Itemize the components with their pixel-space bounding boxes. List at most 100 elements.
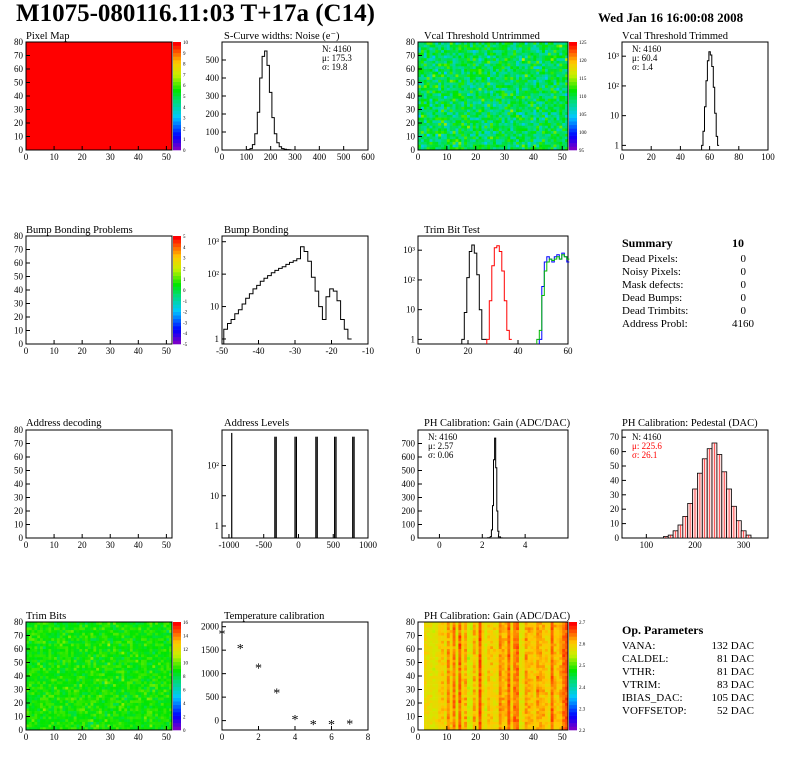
heatmap-cell	[99, 640, 103, 644]
heatmap-cell	[160, 692, 164, 696]
palette-tick-label: 3	[183, 257, 186, 262]
heatmap-cell	[464, 114, 468, 118]
heatmap-cell	[87, 724, 91, 728]
heatmap-cell	[423, 719, 427, 723]
x-tick-label: 0	[24, 540, 29, 550]
heatmap-cell	[149, 632, 153, 636]
heatmap-cell	[550, 112, 554, 116]
heatmap-cell	[426, 79, 430, 83]
heatmap-cell	[550, 106, 554, 110]
heatmap-cell	[562, 109, 566, 113]
heatmap-cell	[87, 703, 91, 706]
heatmap-cell	[135, 689, 139, 693]
heatmap-cell	[455, 98, 459, 102]
heatmap-cell	[420, 112, 425, 116]
heatmap-cell	[76, 676, 80, 679]
heatmap-cell	[521, 128, 526, 132]
heatmap-cell	[547, 71, 551, 75]
heatmap-cell	[458, 112, 462, 116]
heatmap-cell	[441, 131, 445, 135]
heatmap-cell	[143, 711, 148, 715]
heatmap-cell	[34, 649, 38, 652]
heatmap-cell	[461, 85, 465, 89]
heatmap-cell	[441, 141, 445, 145]
heatmap-cell	[461, 139, 465, 143]
heatmap-cell	[40, 711, 44, 715]
heatmap-cell	[138, 692, 142, 696]
heatmap-cell	[157, 662, 162, 666]
heatmap-cell	[426, 85, 430, 89]
heatmap-cell	[152, 697, 156, 701]
heatmap-cell	[544, 90, 549, 94]
heatmap-cell	[443, 77, 448, 81]
heatmap-cell	[166, 692, 170, 696]
heatmap-cell	[475, 101, 479, 105]
heatmap-cell	[163, 667, 167, 671]
heatmap-cell	[487, 60, 491, 64]
heatmap-cell	[556, 139, 560, 143]
heatmap-cell	[472, 136, 476, 140]
heatmap-cell	[157, 708, 162, 712]
heatmap-cell	[524, 139, 528, 143]
heatmap-cell	[113, 703, 117, 706]
heatmap-cell	[62, 676, 66, 679]
heatmap-cell	[432, 144, 436, 148]
heatmap-cell	[539, 69, 543, 72]
heatmap-cell	[26, 640, 30, 644]
heatmap-cell	[536, 55, 540, 59]
heatmap-cell	[501, 50, 505, 54]
heatmap-cell	[513, 66, 517, 70]
heatmap-cell	[104, 727, 108, 731]
heatmap-cell	[423, 109, 427, 113]
heatmap-cell	[143, 640, 148, 644]
heatmap-cell	[429, 63, 433, 67]
heatmap-cell	[518, 87, 523, 91]
heatmap-cell	[104, 657, 108, 661]
heatmap-cell	[553, 47, 557, 51]
heatmap-cell	[152, 665, 156, 669]
heatmap-cell	[556, 87, 560, 91]
heatmap-cell	[458, 117, 462, 121]
heatmap-cell	[562, 90, 566, 94]
heatmap-cell	[65, 700, 69, 704]
x-tick-label: 300	[737, 540, 751, 550]
heatmap-cell	[76, 697, 80, 701]
heatmap-cell	[418, 131, 422, 135]
heatmap-cell	[504, 141, 508, 145]
heatmap-cell	[510, 98, 514, 102]
x-tick-label: 10	[442, 152, 452, 162]
heatmap-cell	[420, 133, 425, 137]
heatmap-cell	[124, 632, 128, 636]
heatmap-cell	[435, 58, 439, 62]
heatmap-cell	[553, 114, 557, 118]
heatmap-cell	[518, 98, 523, 102]
heatmap-cell	[467, 147, 471, 151]
heatmap-cell	[160, 662, 164, 666]
heatmap-cell	[458, 52, 462, 56]
heatmap-cell	[438, 144, 442, 148]
heatmap-cell	[155, 724, 159, 728]
heatmap-cell	[37, 678, 41, 682]
heatmap-cell	[160, 627, 164, 631]
heatmap-cell	[166, 635, 170, 639]
heatmap-cell	[510, 109, 514, 113]
heatmap-cell	[556, 141, 560, 145]
heatmap-cell	[113, 643, 117, 647]
heatmap-cell	[115, 643, 119, 647]
heatmap-cell	[115, 697, 119, 701]
heatmap-cell	[458, 82, 462, 86]
heatmap-cell	[84, 657, 89, 661]
heatmap-cell	[418, 109, 422, 113]
heatmap-cell	[518, 144, 523, 148]
heatmap-cell	[68, 719, 72, 723]
heatmap-cell	[495, 47, 500, 51]
heatmap-cell	[524, 120, 528, 124]
heatmap-cell	[76, 635, 80, 639]
y-tick-label: 10	[14, 520, 24, 530]
heatmap-cell	[45, 646, 49, 650]
palette-step	[173, 264, 181, 269]
heatmap-cell	[87, 657, 91, 661]
heatmap-cell	[40, 697, 44, 701]
heatmap-cell	[157, 711, 162, 715]
heatmap-cell	[90, 638, 94, 642]
